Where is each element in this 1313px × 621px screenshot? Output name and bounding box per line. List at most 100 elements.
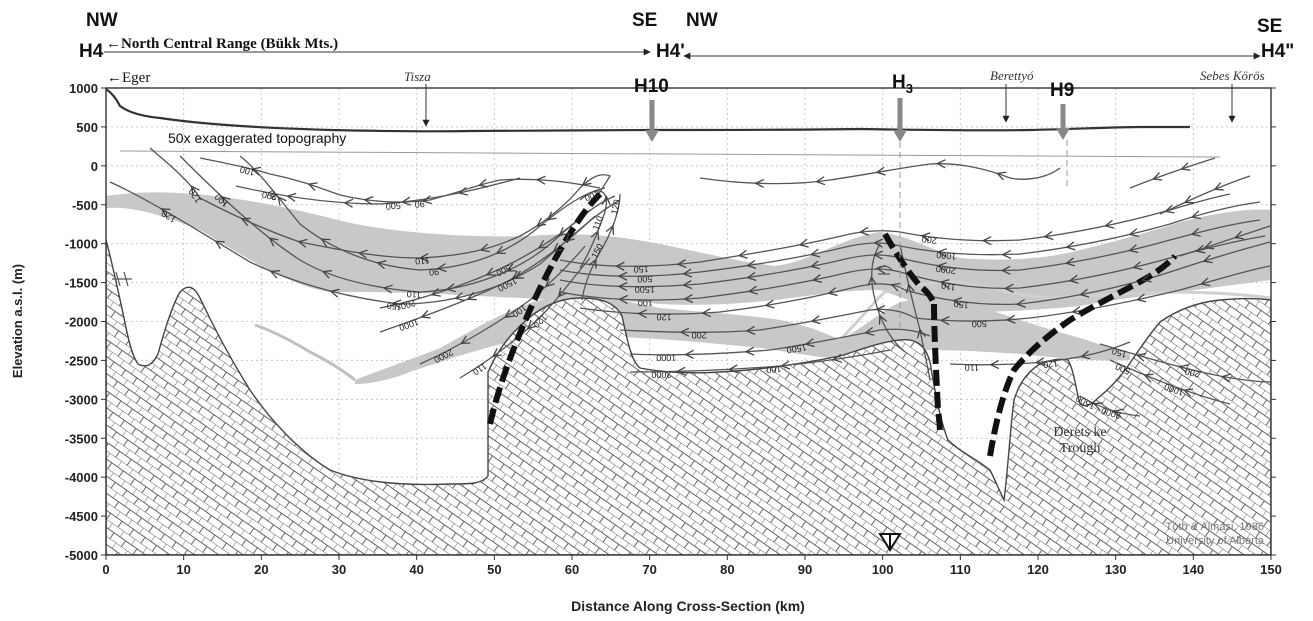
flow-arrow: [546, 211, 557, 221]
flow-arrow: [1001, 249, 1012, 259]
flow-arrow: [1000, 265, 1011, 275]
flow-arrow: [920, 232, 931, 242]
contour-label: 110: [591, 215, 605, 232]
flow-arrow: [618, 294, 629, 305]
y-tick-label: -500: [72, 198, 98, 213]
flow-arrow: [746, 271, 757, 282]
contour-label: 90: [266, 188, 280, 202]
flow-arrow: [1015, 298, 1026, 308]
flow-arrow: [357, 249, 368, 259]
contour-curve: [1109, 359, 1231, 405]
x-tick-label: 110: [950, 562, 971, 577]
flow-arrow: [240, 217, 251, 226]
x-tick-label: 100: [872, 562, 894, 577]
y-tick-label: -2000: [65, 315, 98, 330]
x-tick-label: 90: [798, 562, 812, 577]
flow-arrow: [320, 238, 331, 247]
flow-arrow: [936, 262, 947, 272]
flow-arrow: [297, 238, 308, 248]
flow-arrow: [269, 270, 280, 279]
flow-arrow: [1195, 244, 1206, 254]
flow-arrow: [214, 240, 225, 250]
flow-arrow: [391, 299, 402, 309]
flow-arrow: [1190, 227, 1201, 237]
flow-arrow: [745, 325, 756, 335]
fault-middle-upper: [882, 232, 937, 306]
nw-left-label: NW: [86, 10, 118, 31]
contour-label: 150: [634, 264, 649, 274]
x-tick-label: 120: [1027, 562, 1049, 577]
fault-left: [487, 191, 603, 425]
contour-label: 200: [400, 298, 417, 312]
contour-label: 200: [261, 190, 278, 203]
topography-line: [106, 88, 1190, 133]
flow-arrow: [535, 175, 546, 185]
flow-arrow: [526, 320, 537, 330]
contour-curve: [149, 147, 611, 259]
flow-arrow: [1180, 162, 1191, 171]
flow-arrow: [815, 176, 826, 186]
flow-arrow: [466, 291, 477, 301]
sea-level-line: [119, 150, 1221, 158]
flow-arrow: [160, 208, 171, 217]
flow-arrow: [827, 287, 838, 297]
flow-arrow: [1152, 172, 1163, 181]
flow-arrow: [939, 278, 950, 288]
contour-label: 150: [1111, 346, 1128, 360]
flow-arrow: [1143, 373, 1154, 383]
flow-arrow: [780, 360, 791, 370]
well-h10-label: H10: [634, 76, 669, 97]
flow-arrow: [916, 328, 926, 339]
y-tick-label: -3500: [65, 431, 98, 446]
flow-arrow: [1080, 350, 1091, 360]
contour-label: 120: [1043, 358, 1059, 370]
flow-arrow: [581, 176, 592, 186]
x-tick-label: 150: [1260, 562, 1282, 577]
flow-arrow: [511, 270, 522, 280]
contour-label: 500: [972, 319, 987, 329]
contour-label: 110: [941, 280, 957, 292]
x-tick-label: 130: [1105, 562, 1127, 577]
contour-label: 120: [609, 198, 622, 215]
flow-arrow: [537, 239, 548, 249]
x-axis-label: Distance Along Cross-Section (km): [571, 598, 805, 614]
basement-rock: [106, 239, 1271, 555]
flow-arrow: [1183, 195, 1195, 204]
flow-arrow: [495, 245, 506, 255]
contour-label: 1000: [936, 250, 957, 262]
contour-curve: [199, 157, 601, 203]
fault-middle-lower: [931, 303, 943, 437]
flow-arrow: [1164, 204, 1175, 214]
h4-prime-label: H4': [656, 41, 685, 62]
contour-label: 100: [638, 298, 653, 308]
flow-arrow: [479, 243, 490, 253]
contour-label: 110: [415, 255, 430, 266]
flow-arrow: [485, 267, 496, 276]
contour-curve: [459, 257, 591, 379]
contour-label: 100: [239, 164, 256, 177]
contour-label: 1000: [656, 353, 676, 363]
x-axis: 0 10 20 30 40 50 60 70 80 90 100 110 120 130 140 150: [102, 555, 1282, 577]
contour-label: 90: [429, 267, 440, 278]
flow-arrow: [1182, 388, 1194, 398]
flow-arrow: [363, 196, 374, 206]
flow-arrow: [250, 166, 262, 176]
h3-marker: [874, 265, 893, 275]
flow-arrow: [939, 316, 950, 326]
x-tick-label: 10: [176, 562, 190, 577]
y-axis: 1000 500 0 -500 -1000 -1500 -2000 -2500 -3000 -35…: [65, 81, 1276, 563]
x-tick-label: 80: [720, 562, 734, 577]
contour-curve: [581, 193, 621, 301]
flow-arrow: [875, 166, 886, 176]
flow-arrow: [675, 366, 686, 376]
x-tick-label: 20: [254, 562, 268, 577]
se-mid-label: SE: [632, 10, 657, 31]
flow-arrow: [989, 359, 1000, 370]
flow-arrow: [376, 260, 387, 270]
flow-arrow: [679, 327, 690, 337]
flow-arrow: [744, 346, 755, 356]
contour-curve: [949, 341, 1131, 366]
contour-label: 110: [406, 289, 421, 300]
well-markers: [645, 98, 1070, 330]
contour-label: 1500: [635, 284, 655, 294]
